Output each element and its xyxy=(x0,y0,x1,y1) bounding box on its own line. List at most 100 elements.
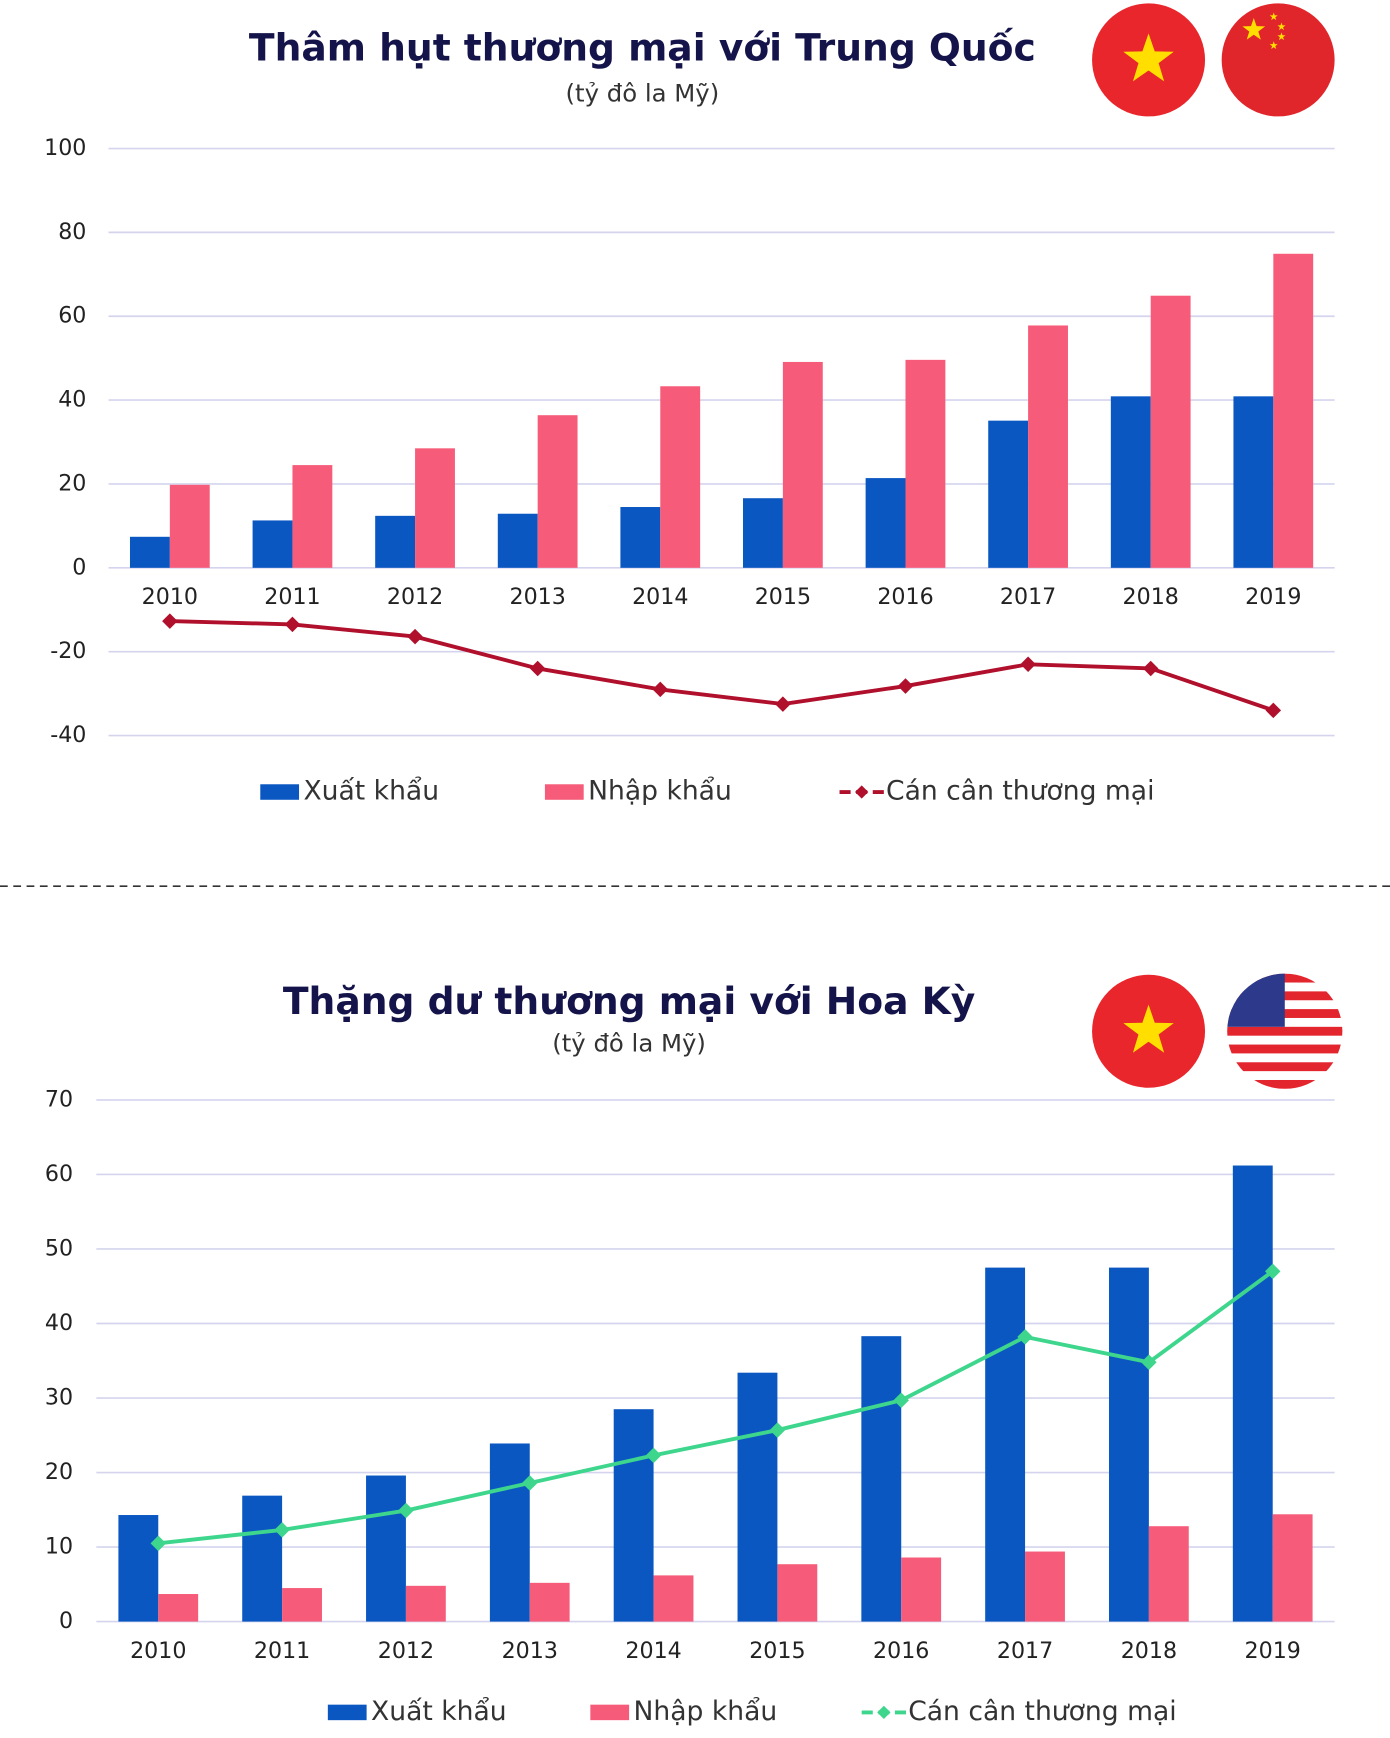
flag-china xyxy=(1221,3,1335,117)
y-tick-label: -40 xyxy=(50,722,86,748)
x-tick-label: 2018 xyxy=(1123,584,1179,610)
y-tick-label: 60 xyxy=(45,1161,73,1187)
bar xyxy=(653,1575,694,1622)
bar xyxy=(1150,295,1191,568)
y-tick-label: 40 xyxy=(58,387,86,413)
bar xyxy=(782,361,823,568)
y-tick-label: 100 xyxy=(44,135,86,161)
bar xyxy=(985,1267,1026,1622)
legend-marker xyxy=(855,785,869,799)
legend-swatch xyxy=(590,1704,630,1721)
bar xyxy=(537,415,578,568)
bar xyxy=(620,507,661,568)
x-tick-label: 2013 xyxy=(502,1638,558,1664)
x-tick-label: 2014 xyxy=(625,1638,681,1664)
x-tick-label: 2014 xyxy=(632,584,688,610)
balance-marker xyxy=(1265,702,1282,719)
y-tick-label: 0 xyxy=(72,554,86,580)
bar xyxy=(1272,1514,1313,1622)
chart-title: Thặng dư thương mại với Hoa Kỳ xyxy=(283,979,975,1023)
bar xyxy=(1273,253,1314,568)
balance-line xyxy=(158,1269,1274,1546)
x-tick-label: 2018 xyxy=(1121,1638,1177,1664)
bar xyxy=(1109,1267,1149,1622)
x-tick-label: 2011 xyxy=(264,584,320,610)
x-tick-label: 2012 xyxy=(378,1638,434,1664)
x-tick-label: 2011 xyxy=(254,1638,310,1664)
legend-swatch xyxy=(327,1704,367,1721)
bar xyxy=(988,420,1029,568)
y-tick-label: 10 xyxy=(45,1534,73,1560)
x-tick-label: 2016 xyxy=(877,584,933,610)
bar xyxy=(861,1336,902,1622)
bar xyxy=(489,1443,530,1622)
balance-marker xyxy=(407,628,423,645)
bar xyxy=(743,498,783,568)
y-tick-label: 70 xyxy=(45,1086,73,1112)
y-tick-label: 0 xyxy=(59,1608,73,1634)
bar xyxy=(282,1588,322,1622)
x-tick-label: 2013 xyxy=(509,584,565,610)
flag-vietnam xyxy=(1092,974,1206,1088)
bar xyxy=(777,1564,818,1622)
balance-line xyxy=(169,619,1274,713)
bar xyxy=(1028,325,1068,568)
chart-title: Thâm hụt thương mại với Trung Quốc xyxy=(249,25,1036,69)
legend-label: Nhập khẩu xyxy=(588,776,732,807)
x-tick-label: 2016 xyxy=(873,1638,929,1664)
x-tick-label: 2015 xyxy=(755,584,811,610)
balance-marker xyxy=(162,613,178,629)
bar xyxy=(405,1585,446,1622)
legend-label: Cán cân thương mại xyxy=(886,776,1154,807)
x-tick-label: 2015 xyxy=(749,1638,805,1664)
bar xyxy=(375,515,416,568)
bar xyxy=(1233,396,1274,568)
bar xyxy=(905,359,946,568)
balance-marker xyxy=(274,1522,290,1538)
x-tick-label: 2012 xyxy=(387,584,443,610)
bar xyxy=(1148,1526,1189,1622)
bar xyxy=(118,1515,159,1622)
y-tick-label: 60 xyxy=(58,303,86,329)
flag-vietnam xyxy=(1092,3,1206,117)
bar xyxy=(129,536,170,568)
bar xyxy=(1025,1551,1065,1622)
flag-usa xyxy=(1227,973,1343,1089)
bar xyxy=(737,1372,778,1622)
x-tick-label: 2017 xyxy=(997,1638,1053,1664)
balance-marker xyxy=(775,696,791,712)
legend-label: Nhập khẩu xyxy=(634,1696,778,1727)
y-tick-label: 30 xyxy=(45,1385,73,1411)
x-tick-label: 2010 xyxy=(130,1638,186,1664)
balance-marker xyxy=(284,616,301,633)
balance-marker xyxy=(398,1502,414,1519)
legend-marker xyxy=(877,1705,891,1720)
chart-subtitle: (tỷ đô la Mỹ) xyxy=(566,78,720,107)
legend-swatch xyxy=(544,784,584,800)
bar xyxy=(660,386,701,568)
bar xyxy=(366,1475,406,1622)
bar xyxy=(529,1582,570,1622)
y-tick-label: -20 xyxy=(50,638,86,664)
bar xyxy=(1232,1165,1273,1622)
balance-marker xyxy=(897,678,914,694)
balance-marker xyxy=(1142,660,1159,677)
bar xyxy=(415,448,455,568)
y-tick-label: 40 xyxy=(45,1310,73,1336)
legend-swatch xyxy=(260,784,300,800)
balance-marker xyxy=(150,1535,167,1552)
bar xyxy=(901,1557,942,1622)
chart-subtitle: (tỷ đô la Mỹ) xyxy=(552,1029,706,1058)
bar xyxy=(292,465,333,568)
bar xyxy=(242,1495,283,1622)
balance-marker xyxy=(1141,1354,1157,1371)
y-tick-label: 20 xyxy=(58,470,86,496)
balance-marker xyxy=(529,660,546,677)
balance-marker xyxy=(652,681,669,698)
bar xyxy=(158,1594,199,1622)
bar xyxy=(169,484,210,568)
legend-label: Cán cân thương mại xyxy=(908,1696,1176,1727)
legend-label: Xuất khẩu xyxy=(303,776,439,807)
legend-label: Xuất khẩu xyxy=(371,1696,507,1727)
